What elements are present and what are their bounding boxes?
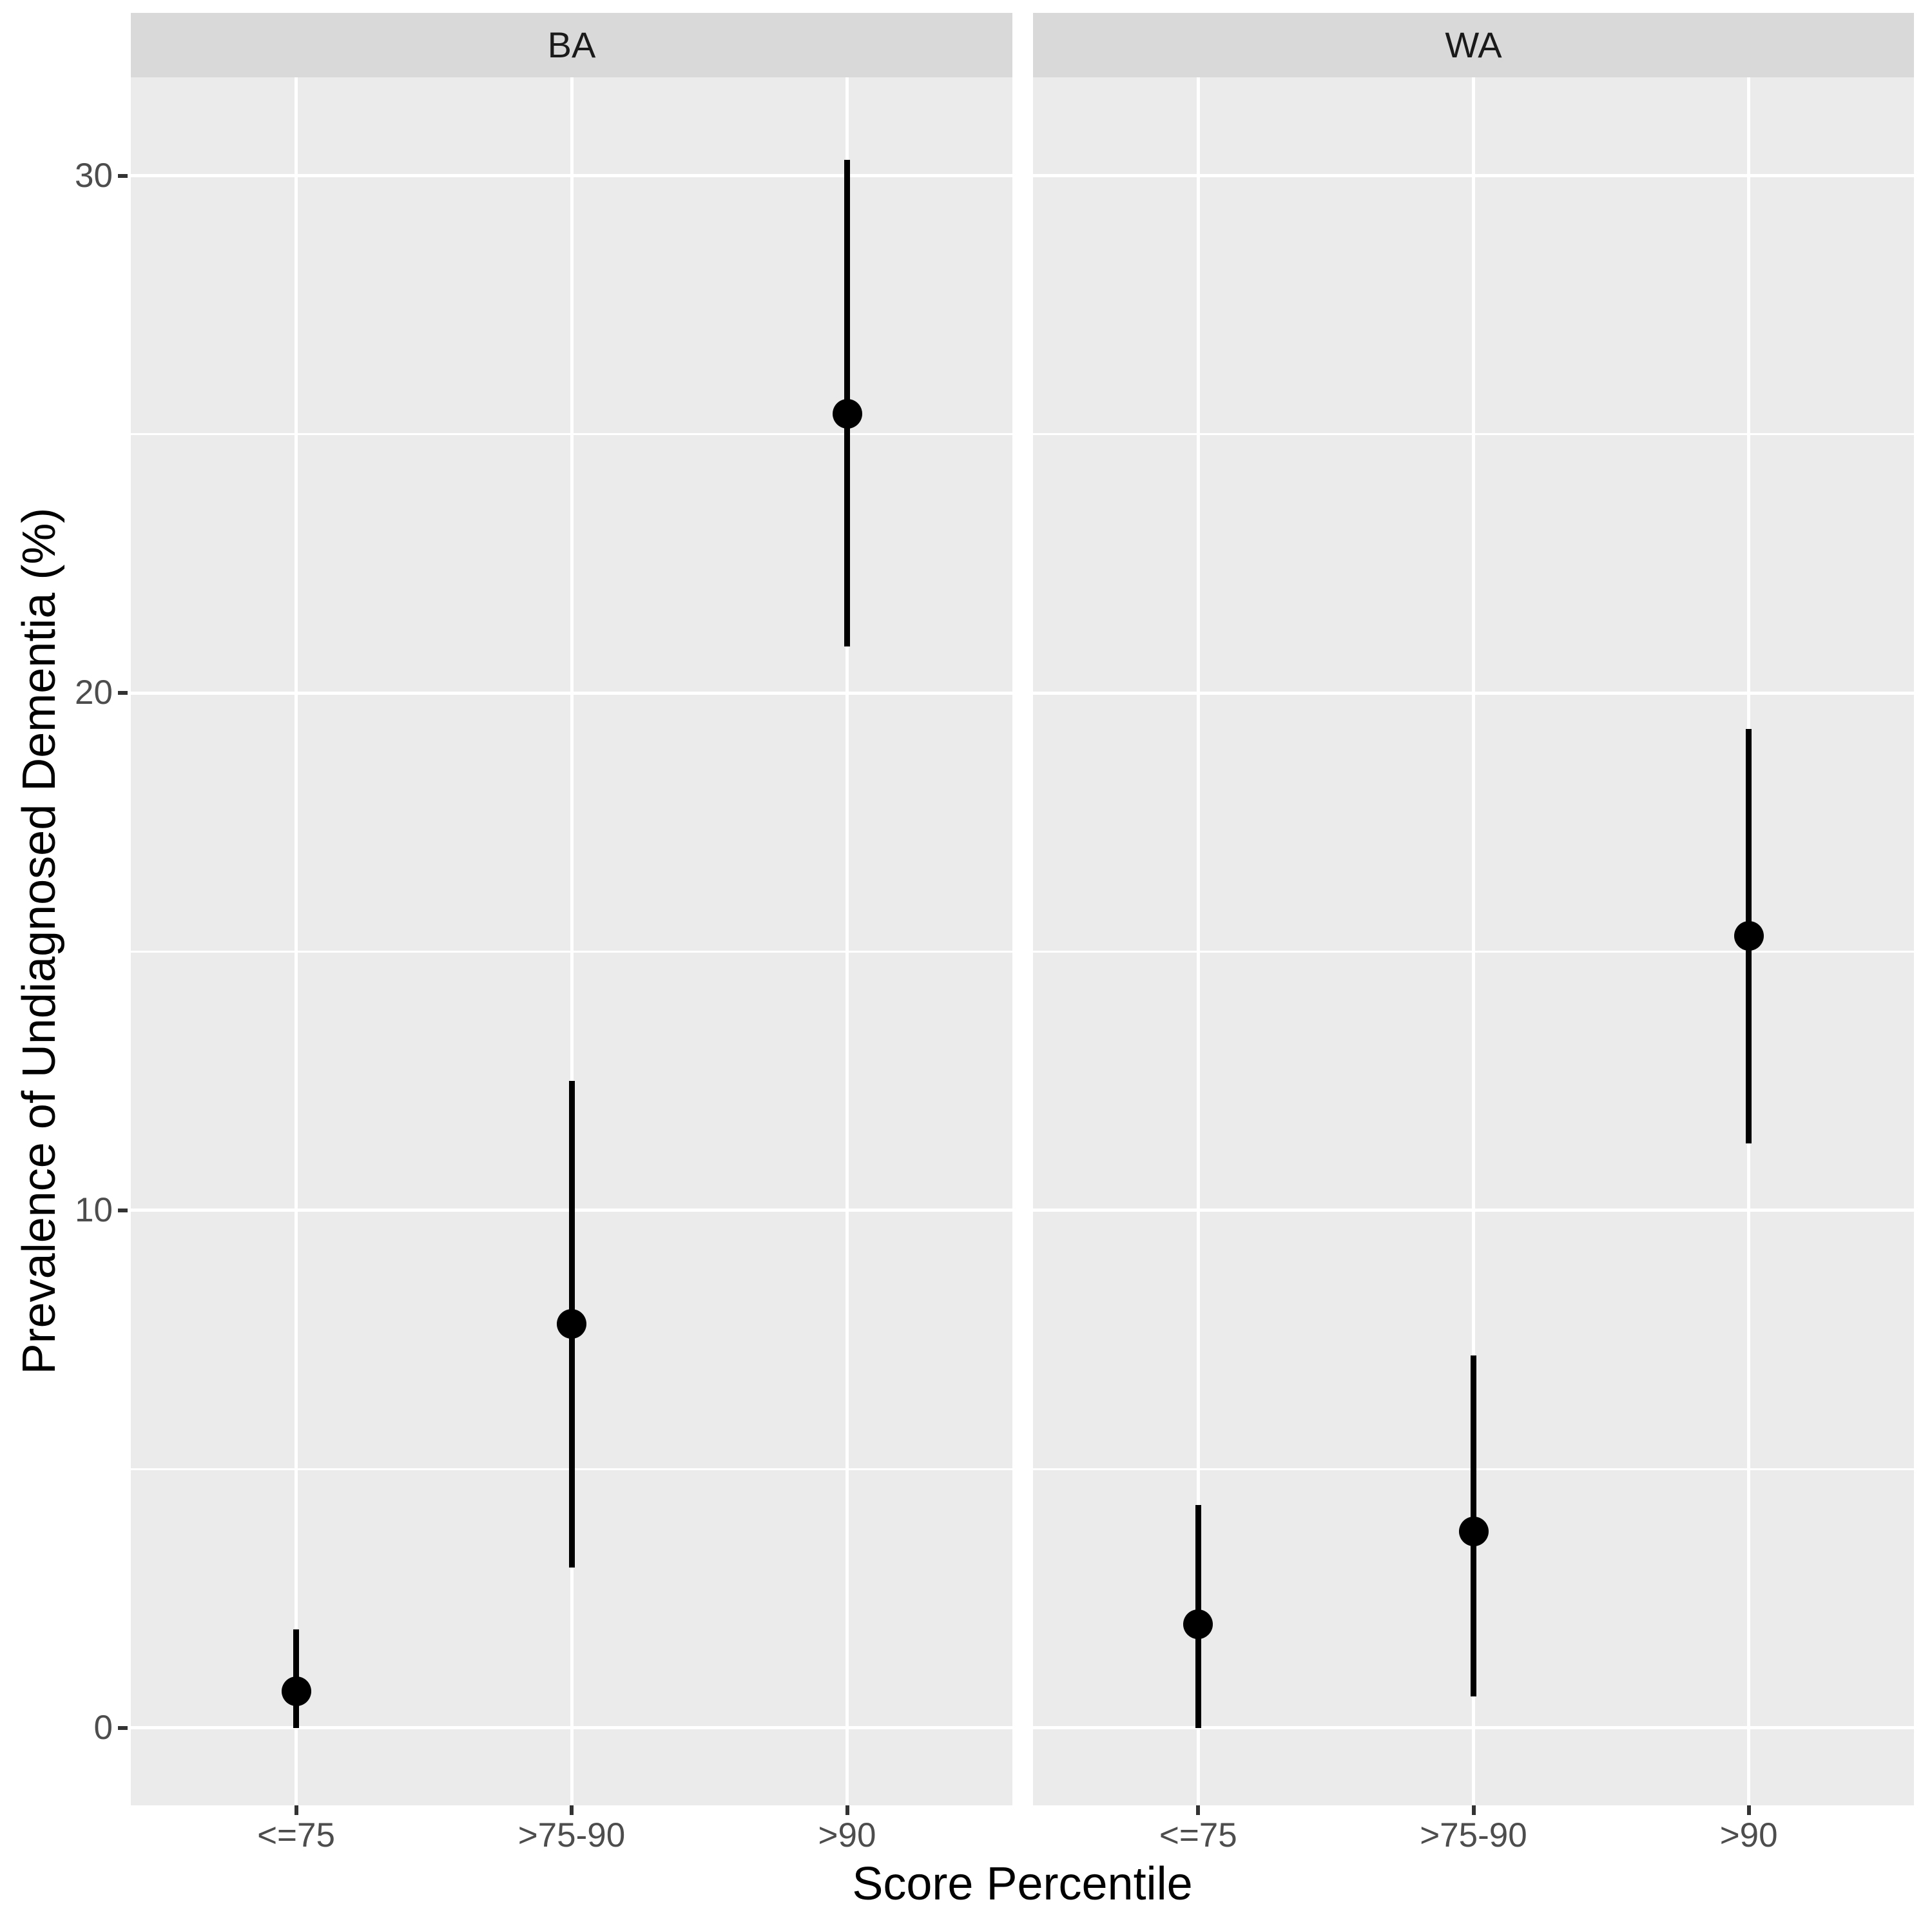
- x-tick-label: >90: [1719, 1816, 1778, 1854]
- x-tick-mark: [1746, 1805, 1751, 1815]
- point-estimate: [1458, 1516, 1489, 1546]
- point-estimate: [281, 1676, 311, 1707]
- y-tick-label: 30: [75, 156, 113, 195]
- y-tick-label: 10: [75, 1190, 113, 1229]
- y-tick-mark: [118, 1208, 128, 1212]
- major-gridline-x-2: [845, 77, 849, 1805]
- x-tick-label: >75-90: [1420, 1816, 1527, 1854]
- y-tick-mark: [118, 173, 128, 178]
- facet-strip-BA: BA: [131, 13, 1012, 77]
- x-tick-label: <=75: [1159, 1816, 1237, 1854]
- y-tick-mark: [118, 691, 128, 695]
- x-tick-mark: [294, 1805, 298, 1815]
- major-gridline-x-1: [570, 77, 574, 1805]
- x-tick-mark: [1196, 1805, 1201, 1815]
- x-axis-title: Score Percentile: [852, 1858, 1193, 1910]
- point-estimate: [557, 1309, 586, 1339]
- major-gridline-x-1: [1472, 77, 1475, 1805]
- x-tick-mark: [845, 1805, 849, 1815]
- y-axis-title: Prevalence of Undiagnosed Dementia (%): [14, 507, 65, 1375]
- facet-strip-label: BA: [547, 24, 596, 65]
- x-tick-label: <=75: [257, 1816, 335, 1854]
- x-tick-label: >75-90: [517, 1816, 626, 1854]
- y-tick-mark: [118, 1725, 128, 1730]
- x-tick-label: >90: [818, 1816, 876, 1854]
- x-tick-mark: [570, 1805, 574, 1815]
- panel-WA: [1033, 77, 1914, 1805]
- x-tick-mark: [1471, 1805, 1476, 1815]
- y-tick-label: 20: [75, 674, 113, 712]
- point-estimate: [1183, 1609, 1213, 1640]
- point-estimate: [832, 398, 862, 429]
- major-gridline-x-0: [295, 77, 298, 1805]
- major-gridline-x-0: [1196, 77, 1200, 1805]
- panel-BA: [131, 77, 1012, 1805]
- point-estimate: [1734, 921, 1764, 951]
- y-tick-label: 0: [93, 1708, 113, 1747]
- facet-strip-label: WA: [1445, 24, 1502, 65]
- facet-strip-WA: WA: [1033, 13, 1914, 77]
